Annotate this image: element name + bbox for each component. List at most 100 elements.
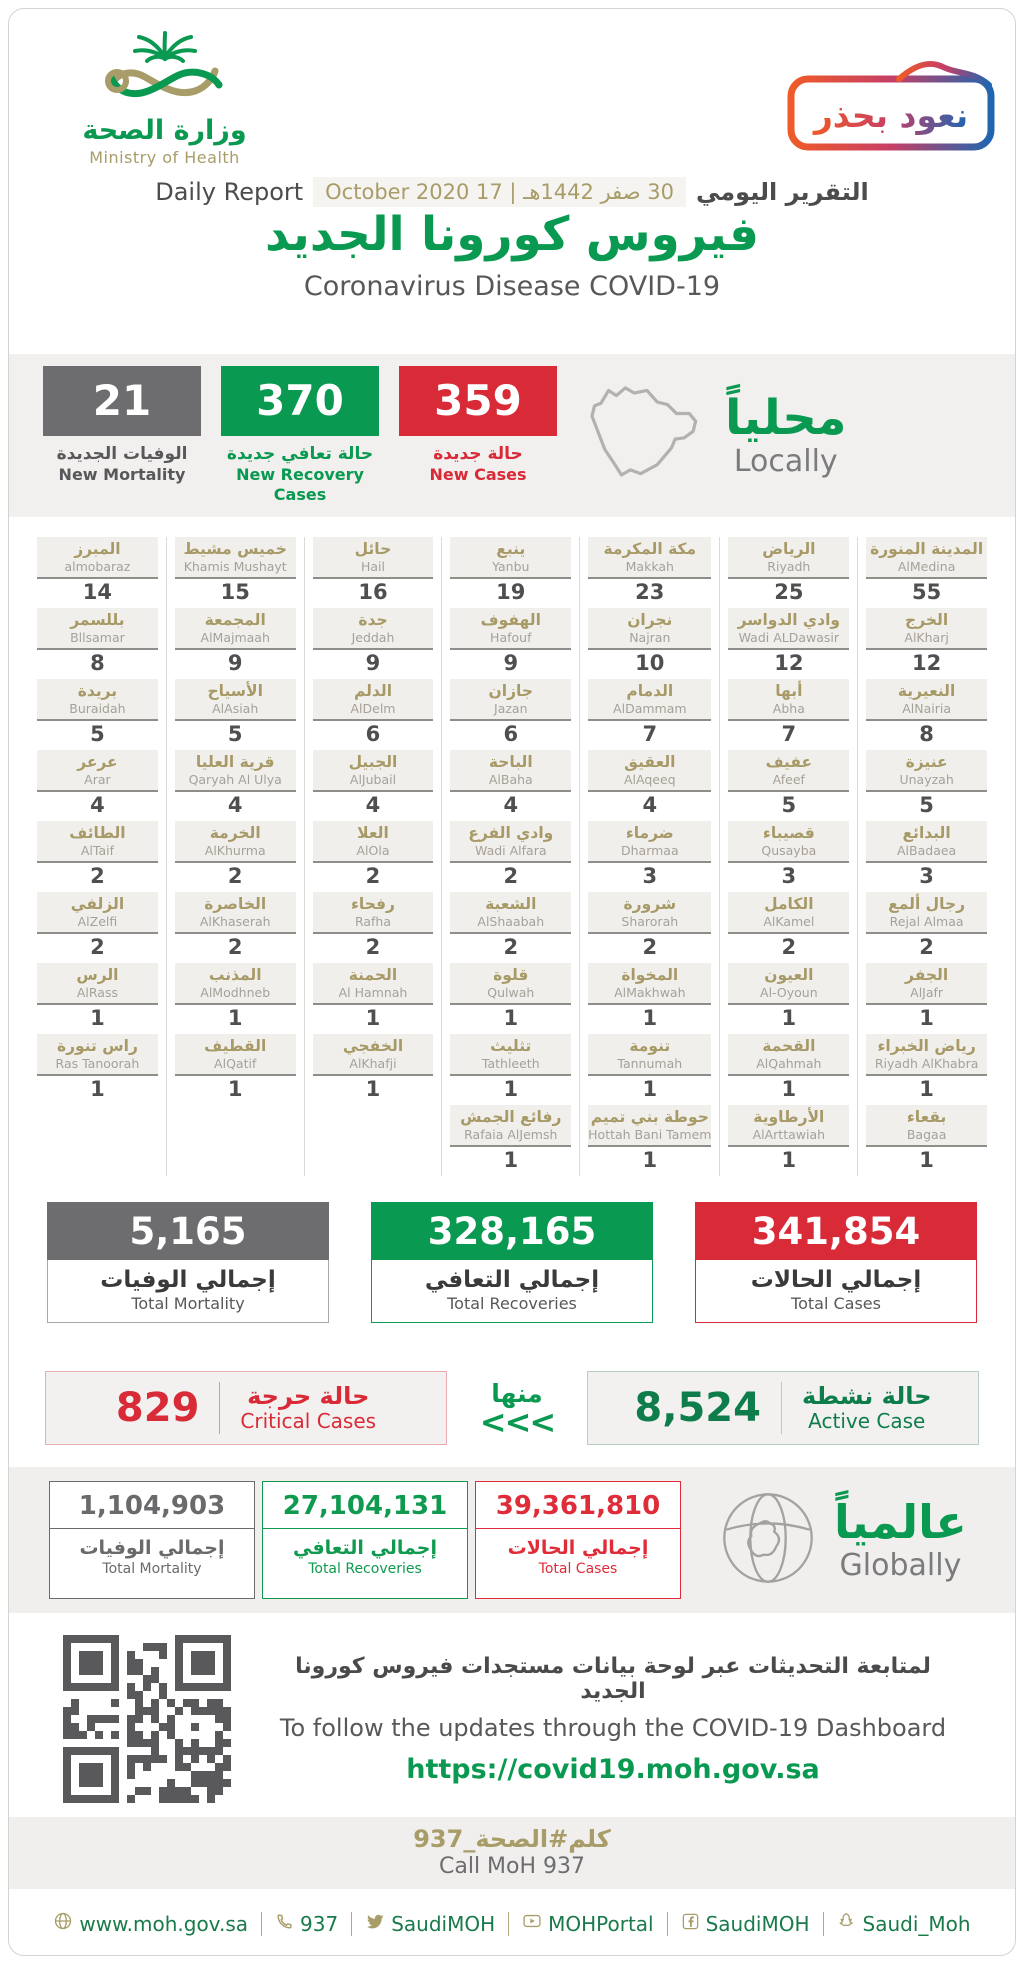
city-cell-alnairia: النعيرية AlNairia 8 <box>866 679 987 747</box>
city-name: عرعر Arar <box>37 750 158 792</box>
city-cell-najran: نجران Najran 10 <box>588 608 712 676</box>
city-new-cases: 3 <box>919 864 934 888</box>
city-cell-khamis-mushayt: خميس مشيط Khamis Mushayt 15 <box>174 537 296 605</box>
city-name: الخرمة AlKhurma <box>174 821 296 863</box>
qr-code <box>63 1635 231 1803</box>
dashboard-section: لمتابعة التحديثات عبر لوحة بيانات مستجدا… <box>9 1613 1015 1817</box>
city-cell-almedina: المدينة المنورة AlMedina 55 <box>866 537 987 605</box>
footer-separator <box>351 1911 353 1936</box>
city-cell-aljafr: الجفر AlJafr 1 <box>866 963 987 1031</box>
city-cell-hail: حائل Hail 16 <box>312 537 434 605</box>
of-which-indicator: منها <<< <box>447 1379 587 1438</box>
footer-links: www.moh.gov.sa 937 SaudiMOH MOHPortal SaudiM… <box>9 1911 1015 1936</box>
city-name: المجمعة AlMajmaah <box>174 608 296 650</box>
city-new-cases: 55 <box>911 580 942 604</box>
footer-link-saudimoh-facebook[interactable]: SaudiMOH <box>681 1912 810 1936</box>
city-cell-albaha: الباحة AlBaha 4 <box>450 750 572 818</box>
city-new-cases: 1 <box>781 1077 797 1101</box>
footer-link-mohportal-youtube[interactable]: MOHPortal <box>522 1911 654 1936</box>
city-column-4: ينبع Yanbu 19 الهفوف Hafouf 9 جازان Jazan 6 الباح… <box>441 537 579 1176</box>
facebook-icon <box>681 1912 700 1936</box>
city-new-cases: 2 <box>503 935 519 959</box>
of-which-label: منها <box>491 1379 543 1409</box>
city-cell-bagaa: بقعاء Bagaa 1 <box>866 1105 987 1173</box>
local-stats: 21 الوفيات الجديدة New Mortality 370 حالة تع… <box>43 365 577 505</box>
city-name: راس تنورة Ras Tanoorah <box>37 1034 158 1076</box>
city-new-cases: 3 <box>642 864 658 888</box>
city-name: البدائع AlBadaea <box>866 821 987 863</box>
page-title-arabic: فيروس كورونا الجديد <box>265 207 759 262</box>
city-cell-alqatif: القطيف AlQatif 1 <box>174 1034 296 1102</box>
city-cell-hafouf: الهفوف Hafouf 9 <box>450 608 572 676</box>
global-total-mortality-box: 1,104,903 إجمالي الوفيات Total Mortality <box>49 1481 255 1599</box>
daily-report-label-en: Daily Report <box>155 178 304 206</box>
globe-icon <box>716 1486 820 1594</box>
stat-value: 21 <box>43 365 201 436</box>
city-cell-riyadh-alkhabra: رياض الخبراء Riyadh AlKhabra 1 <box>866 1034 987 1102</box>
city-new-cases: 1 <box>90 1077 105 1101</box>
subset-row: 829 حالة حرجة Critical Cases منها <<< 8,… <box>45 1371 979 1445</box>
city-name: شرورة Sharorah <box>588 892 712 934</box>
city-name: ضرماء Dharmaa <box>588 821 712 863</box>
city-new-cases: 5 <box>90 722 105 746</box>
active-cases-value: 8,524 <box>634 1385 761 1431</box>
city-new-cases: 4 <box>365 793 381 817</box>
global-total-cases-value: 39,361,810 <box>476 1482 680 1529</box>
city-cell-almajmaah: المجمعة AlMajmaah 9 <box>174 608 296 676</box>
call-moh-band: كلم#الصحة_937 Call MoH 937 <box>9 1817 1015 1889</box>
city-new-cases: 4 <box>503 793 519 817</box>
footer-link-937-phone[interactable]: 937 <box>275 1912 338 1936</box>
city-new-cases: 1 <box>919 1006 934 1030</box>
total-recoveries-box: 328,165 إجمالي التعافي Total Recoveries <box>371 1202 653 1323</box>
city-new-cases: 3 <box>781 864 797 888</box>
city-name: الدلم AlDelm <box>312 679 434 721</box>
city-name: مكة المكرمة Makkah <box>588 537 712 579</box>
city-new-cases: 2 <box>642 935 658 959</box>
city-cell-alkamel: الكامل AlKamel 2 <box>728 892 850 960</box>
global-stats: 1,104,903 إجمالي الوفيات Total Mortality 27… <box>49 1481 688 1599</box>
city-new-cases: 23 <box>635 580 665 604</box>
city-cell-buraidah: بريدة Buraidah 5 <box>37 679 158 747</box>
call-moh-arabic: كلم#الصحة_937 <box>413 1825 611 1853</box>
city-name: وادي الدواسر Wadi ALDawasir <box>728 608 850 650</box>
local-heading: محلياً Locally <box>725 391 847 479</box>
footer-separator <box>508 1911 510 1936</box>
total-cases-box: 341,854 إجمالي الحالات Total Cases <box>695 1202 977 1323</box>
city-new-cases: 2 <box>227 935 243 959</box>
report-date: 30 صفر 1442هـ | 17 October 2020 <box>313 177 686 207</box>
footer-link-www-moh-gov-sa-globe[interactable]: www.moh.gov.sa <box>53 1911 248 1936</box>
moh-emblem-icon <box>101 31 229 113</box>
city-name: رفحاء Rafha <box>312 892 434 934</box>
footer-link-saudimoh-twitter[interactable]: SaudiMOH <box>365 1911 495 1936</box>
city-new-cases: 2 <box>781 935 797 959</box>
city-cell-alrass: الرس AlRass 1 <box>37 963 158 1031</box>
city-new-cases: 4 <box>642 793 658 817</box>
critical-cases-label-ar: حالة حرجة <box>247 1381 370 1410</box>
city-name: الخفجي AlKhafji <box>312 1034 434 1076</box>
footer-link-saudi-moh-snapchat[interactable]: Saudi_Moh <box>837 1911 971 1936</box>
city-cell-abha: أبها Abha 7 <box>728 679 850 747</box>
city-column-1: المدينة المنورة AlMedina 55 الخرج AlKharj 12 ا… <box>857 537 995 1176</box>
city-name: الخرج AlKharj <box>866 608 987 650</box>
city-new-cases: 1 <box>227 1077 243 1101</box>
city-new-cases: 4 <box>227 793 243 817</box>
report-page: وزارة الصحة Ministry of Health نعود بحذر… <box>8 8 1016 1956</box>
city-cell-qusayba: قصيباء Qusayba 3 <box>728 821 850 889</box>
city-name: حائل Hail <box>312 537 434 579</box>
footer-separator <box>666 1911 668 1936</box>
global-summary-band: 1,104,903 إجمالي الوفيات Total Mortality 27… <box>9 1467 1015 1613</box>
city-name: أبها Abha <box>728 679 850 721</box>
dashboard-url-link[interactable]: https://covid19.moh.gov.sa <box>406 1753 820 1785</box>
city-new-cases: 4 <box>90 793 105 817</box>
stat-value: 359 <box>399 365 557 436</box>
city-cell-rafaia-aljemsh: رفائع الجمش Rafaia AlJemsh 1 <box>450 1105 572 1173</box>
total-cases-labels: إجمالي الحالات Total Cases <box>695 1260 977 1323</box>
city-new-cases: 1 <box>365 1006 381 1030</box>
city-new-cases: 7 <box>781 722 797 746</box>
city-new-cases: 19 <box>496 580 526 604</box>
city-new-cases: 2 <box>365 935 381 959</box>
city-name: القطيف AlQatif <box>174 1034 296 1076</box>
header: وزارة الصحة Ministry of Health نعود بحذر… <box>9 9 1015 354</box>
city-cell-ras-tanoorah: راس تنورة Ras Tanoorah 1 <box>37 1034 158 1102</box>
total-mortality-labels: إجمالي الوفيات Total Mortality <box>47 1260 329 1323</box>
